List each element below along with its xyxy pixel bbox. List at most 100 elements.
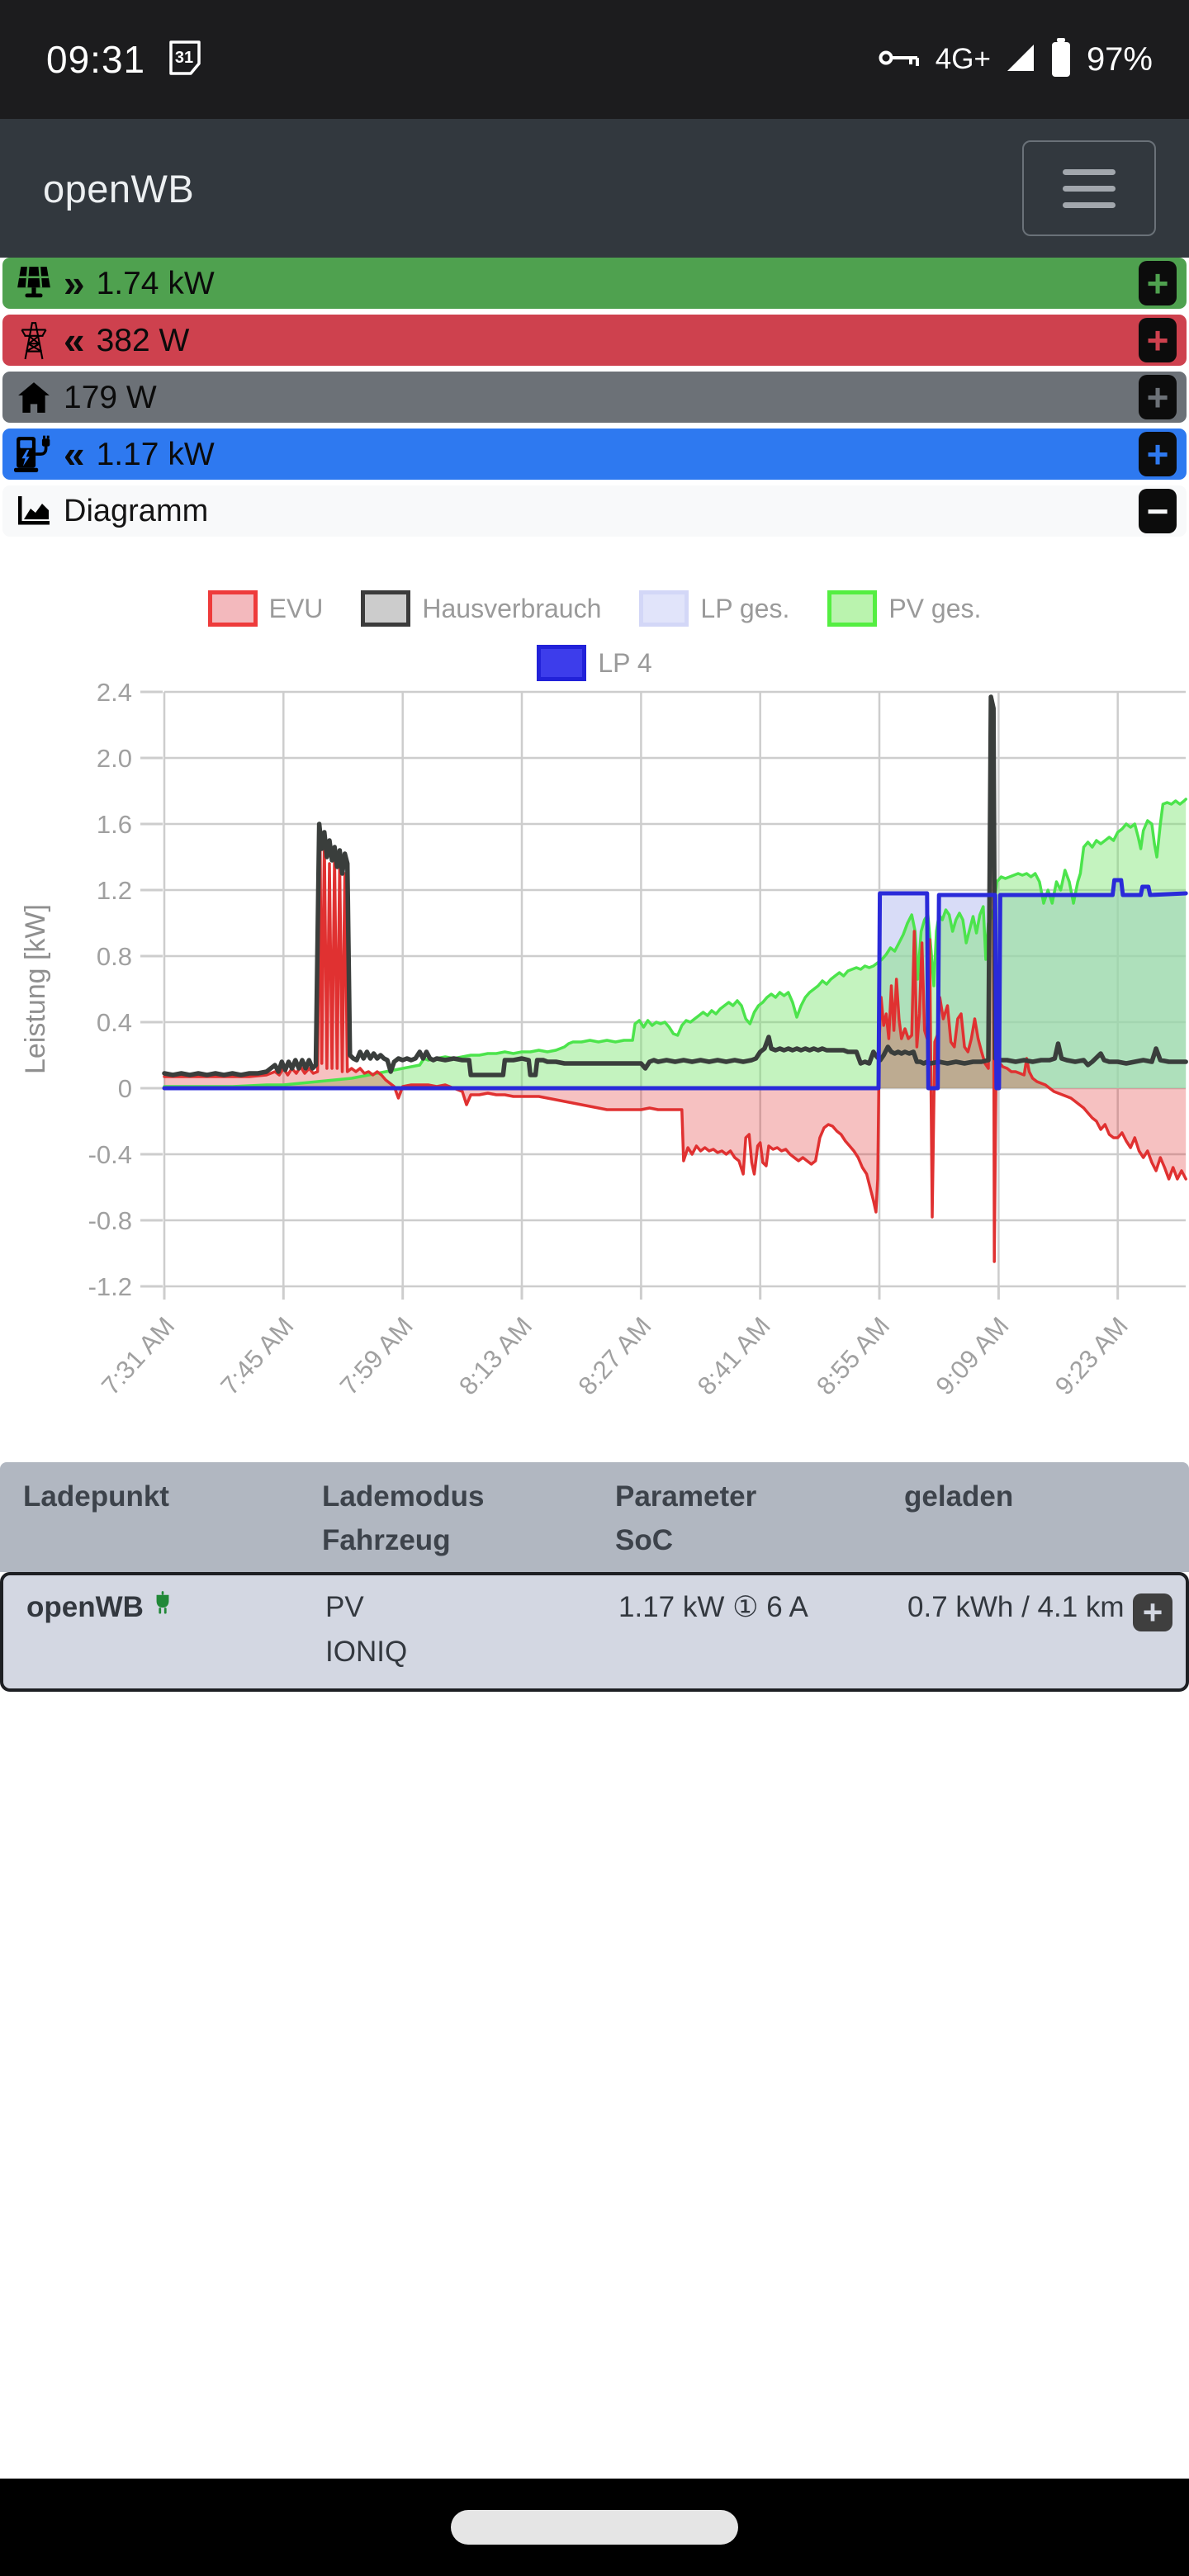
col-lademodus-fahrzeug: Lademodus Fahrzeug bbox=[322, 1480, 485, 1556]
y-tick-label: 1.2 bbox=[97, 876, 132, 905]
table-header-row: Ladepunkt Lademodus Fahrzeug Parameter SoC… bbox=[0, 1462, 1189, 1572]
charging-station-icon bbox=[14, 434, 54, 474]
y-tick-label: 1.6 bbox=[97, 810, 132, 839]
chargepoint-name-cell: openWB bbox=[3, 1585, 302, 1675]
y-tick-label: 0.4 bbox=[97, 1008, 132, 1037]
chart-legend: EVU Hausverbrauch LP ges. PV ges. LP 4 bbox=[0, 590, 1189, 681]
legend-swatch bbox=[639, 590, 689, 627]
legend-swatch bbox=[207, 590, 258, 627]
power-chart: 2.4 2.0 1.6 1.2 0.8 0.4 0 -0.4 -0.8 -1.2 7:31 AM 7:… bbox=[20, 678, 1188, 1400]
y-tick-label: 2.0 bbox=[97, 744, 132, 773]
system-nav-bar bbox=[0, 2479, 1189, 2576]
house-icon bbox=[14, 377, 54, 417]
area-chart-icon bbox=[14, 491, 54, 531]
diagram-section-header[interactable]: Diagramm − bbox=[2, 485, 1187, 537]
x-tick-label: 8:41 AM bbox=[692, 1311, 776, 1400]
legend-item-evu[interactable]: EVU bbox=[207, 590, 324, 627]
tile-chargepoint-power[interactable]: « 1.17 kW + bbox=[2, 429, 1187, 480]
flow-in-icon: « bbox=[64, 319, 85, 362]
x-tick-label: 9:09 AM bbox=[930, 1311, 1014, 1400]
flow-in-icon: « bbox=[64, 433, 85, 476]
y-tick-label: -0.8 bbox=[88, 1206, 132, 1235]
calendar-icon: 31 bbox=[165, 38, 205, 82]
col-ladepunkt: Ladepunkt bbox=[23, 1480, 169, 1513]
col-geladen: geladen bbox=[904, 1480, 1014, 1513]
battery-percent-label: 97% bbox=[1086, 40, 1153, 78]
x-tick-label: 8:27 AM bbox=[572, 1311, 656, 1400]
clock: 09:31 bbox=[46, 38, 146, 81]
legend-item-hausverbrauch[interactable]: Hausverbrauch bbox=[361, 590, 601, 627]
house-power-value: 179 W bbox=[64, 379, 157, 415]
parameter-cell: 1.17 kW ① 6 A bbox=[595, 1585, 884, 1675]
app-header: openWB bbox=[0, 119, 1189, 258]
expand-grid-button[interactable]: + bbox=[1139, 318, 1177, 362]
chargepoint-row: openWB PV IONIQ 1.17 kW ① 6 A bbox=[0, 1572, 1189, 1692]
legend-label: LP ges. bbox=[700, 593, 790, 623]
power-tower-icon bbox=[14, 320, 54, 360]
charged-cell: 0.7 kWh / 4.1 km bbox=[884, 1585, 1186, 1675]
power-chart-card: EVU Hausverbrauch LP ges. PV ges. LP 4 2.4 2… bbox=[0, 542, 1189, 1462]
app-title: openWB bbox=[43, 166, 195, 211]
charged-amount: 0.7 kWh / 4.1 km bbox=[907, 1591, 1125, 1623]
expand-pv-button[interactable]: + bbox=[1139, 261, 1177, 305]
y-tick-label: 2.4 bbox=[97, 678, 132, 707]
series-line-lp-4 bbox=[162, 878, 1188, 1091]
legend-label: PV ges. bbox=[888, 593, 982, 623]
mode-vehicle-cell: PV IONIQ bbox=[302, 1585, 595, 1675]
col-parameter-soc: Parameter SoC bbox=[615, 1480, 757, 1556]
series-line-hausverbrauch bbox=[162, 694, 1188, 1077]
tile-grid-import[interactable]: « 382 W + bbox=[2, 315, 1187, 366]
signal-strength-icon bbox=[1006, 43, 1035, 77]
y-tick-label: 0 bbox=[118, 1074, 132, 1103]
y-tick-label: 0.8 bbox=[97, 942, 132, 971]
empty-area bbox=[0, 1691, 1189, 2479]
charge-mode: PV bbox=[325, 1591, 364, 1623]
x-tick-label: 7:59 AM bbox=[334, 1311, 419, 1400]
solar-panel-icon bbox=[14, 263, 54, 303]
svg-text:31: 31 bbox=[175, 49, 193, 67]
legend-swatch bbox=[361, 590, 411, 627]
x-tick-label: 8:55 AM bbox=[811, 1311, 895, 1400]
y-tick-label: -0.4 bbox=[88, 1140, 132, 1169]
series-line-pv-ges- bbox=[163, 798, 1187, 1088]
legend-swatch bbox=[827, 590, 878, 627]
expand-chargepoint-row-button[interactable]: + bbox=[1133, 1593, 1172, 1631]
chargepoint-table: Ladepunkt Lademodus Fahrzeug Parameter SoC… bbox=[0, 1462, 1189, 1692]
status-bar: 09:31 31 4G+ bbox=[0, 0, 1189, 119]
gesture-handle[interactable] bbox=[451, 2510, 738, 2545]
battery-icon bbox=[1050, 37, 1072, 82]
y-axis-label: Leistung [kW] bbox=[20, 904, 51, 1074]
x-tick-label: 9:23 AM bbox=[1049, 1311, 1134, 1400]
legend-label: EVU bbox=[268, 593, 324, 623]
diagram-title: Diagramm bbox=[64, 494, 209, 528]
legend-label: Hausverbrauch bbox=[422, 593, 602, 623]
expand-chargepoint-button[interactable]: + bbox=[1139, 432, 1177, 476]
legend-swatch bbox=[537, 645, 587, 681]
pv-power-value: 1.74 kW bbox=[96, 265, 215, 301]
x-tick-label: 7:31 AM bbox=[96, 1311, 180, 1400]
flow-out-icon: » bbox=[64, 262, 85, 305]
network-type-label: 4G+ bbox=[935, 43, 991, 75]
vehicle-name: IONIQ bbox=[325, 1636, 408, 1669]
charge-parameter: 1.17 kW ① 6 A bbox=[618, 1591, 808, 1623]
legend-item-pv-ges-[interactable]: PV ges. bbox=[827, 590, 981, 627]
tile-pv-export[interactable]: » 1.74 kW + bbox=[2, 258, 1187, 309]
legend-item-lp-ges-[interactable]: LP ges. bbox=[639, 590, 789, 627]
y-tick-label: -1.2 bbox=[88, 1272, 132, 1301]
x-tick-label: 7:45 AM bbox=[215, 1311, 299, 1400]
menu-button[interactable] bbox=[1022, 140, 1156, 236]
legend-item-lp-4[interactable]: LP 4 bbox=[537, 645, 652, 681]
expand-house-button[interactable]: + bbox=[1139, 375, 1177, 419]
tile-house-consumption[interactable]: 179 W + bbox=[2, 372, 1187, 423]
grid-power-value: 382 W bbox=[96, 322, 190, 358]
x-tick-label: 8:13 AM bbox=[453, 1311, 538, 1400]
series-line-evu bbox=[163, 698, 1187, 1263]
chargepoint-power-value: 1.17 kW bbox=[96, 436, 215, 472]
legend-label: LP 4 bbox=[598, 647, 652, 678]
menu-icon bbox=[1063, 168, 1116, 175]
plug-connected-icon bbox=[152, 1585, 173, 1630]
collapse-diagram-button[interactable]: − bbox=[1139, 489, 1177, 533]
vpn-key-icon bbox=[878, 46, 921, 73]
series-fill-lp-ges- bbox=[164, 880, 1187, 1088]
